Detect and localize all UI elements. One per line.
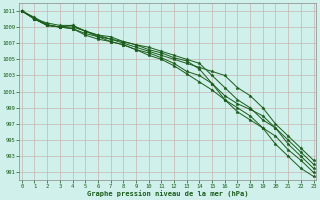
X-axis label: Graphe pression niveau de la mer (hPa): Graphe pression niveau de la mer (hPa) <box>87 190 248 197</box>
